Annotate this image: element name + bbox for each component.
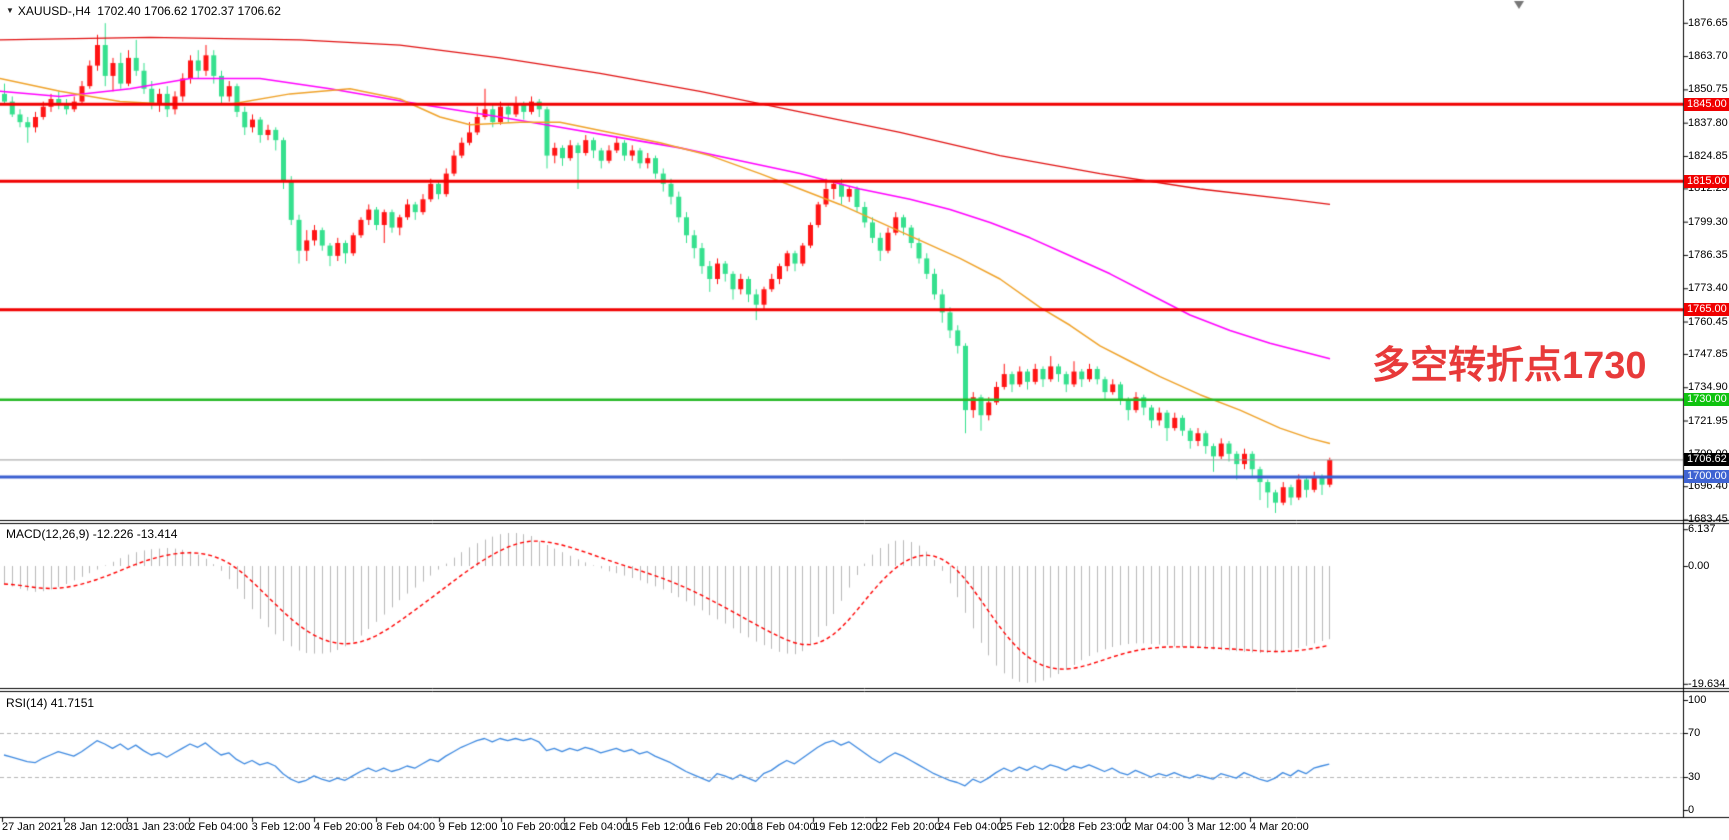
ohlc-open: 1702.40 xyxy=(97,4,141,18)
time-axis-label: 2 Mar 04:00 xyxy=(1125,821,1184,833)
price-axis-tick-label: 1863.70 xyxy=(1688,50,1728,63)
price-axis-tick-label: 1786.35 xyxy=(1688,248,1728,261)
price-level-badge: 1815.00 xyxy=(1684,174,1729,188)
macd-main-value: -12.226 xyxy=(92,527,134,541)
price-axis-tick-label: 1799.30 xyxy=(1688,215,1728,228)
time-axis-label: 4 Mar 20:00 xyxy=(1250,821,1309,833)
time-axis-label: 8 Feb 04:00 xyxy=(376,821,436,833)
time-axis-label: 18 Feb 04:00 xyxy=(750,821,816,833)
price-level-badge: 1845.00 xyxy=(1684,97,1729,111)
macd-axis-tick-label: 6.137 xyxy=(1688,523,1716,536)
time-axis-label: 24 Feb 04:00 xyxy=(938,821,1003,833)
rsi-indicator-name: RSI(14) xyxy=(6,696,48,710)
price-axis-tick-label: 1683.45 xyxy=(1688,513,1728,526)
time-axis-label: 31 Jan 23:00 xyxy=(126,821,191,833)
macd-signal-value: -13.414 xyxy=(136,527,178,541)
time-axis-label: 4 Feb 20:00 xyxy=(314,821,373,833)
macd-axis-tick-label: -19.634 xyxy=(1688,677,1726,690)
price-level-badge: 1765.00 xyxy=(1684,303,1729,317)
price-axis-tick-label: 1837.80 xyxy=(1688,116,1728,129)
rsi-axis-tick-label: 100 xyxy=(1688,694,1707,706)
time-axis-label: 28 Feb 23:00 xyxy=(1062,821,1128,833)
price-axis-tick-label: 1773.40 xyxy=(1688,282,1728,295)
price-axis-tick-label: 1747.85 xyxy=(1688,347,1728,360)
price-axis-tick-label: 1721.95 xyxy=(1688,414,1728,427)
price-level-badge: 1700.00 xyxy=(1684,470,1729,484)
macd-panel-label: MACD(12,26,9) -12.226 -13.414 xyxy=(6,527,177,541)
time-axis-label: 16 Feb 20:00 xyxy=(688,821,754,833)
price-axis-tick-label: 1760.45 xyxy=(1688,315,1728,328)
time-axis-label: 22 Feb 20:00 xyxy=(875,821,941,833)
time-axis-label: 25 Feb 12:00 xyxy=(1000,821,1066,833)
rsi-value: 41.7151 xyxy=(50,696,95,710)
time-axis-label: 27 Jan 2021 xyxy=(2,821,63,833)
time-axis-label: 2 Feb 04:00 xyxy=(189,821,248,833)
chart-menu-icon[interactable]: ▼ xyxy=(6,6,14,15)
rsi-axis-tick-label: 0 xyxy=(1688,804,1695,816)
price-axis-tick-label: 1850.75 xyxy=(1688,83,1728,96)
ohlc-low: 1702.37 xyxy=(190,4,235,18)
time-axis-label: 3 Mar 12:00 xyxy=(1187,821,1247,833)
price-axis-tick-label: 1734.90 xyxy=(1688,381,1728,394)
rsi-axis-tick-label: 70 xyxy=(1688,727,1701,739)
macd-indicator-name: MACD(12,26,9) xyxy=(6,527,90,541)
price-axis-tick-label: 1824.85 xyxy=(1688,149,1728,162)
symbol-timeframe: XAUUSD-,H4 xyxy=(17,4,91,18)
time-axis-label: 19 Feb 12:00 xyxy=(813,821,879,833)
rsi-panel-label: RSI(14) 41.7151 xyxy=(6,696,94,710)
price-axis-tick-label: 1876.65 xyxy=(1688,16,1728,29)
time-axis-label: 15 Feb 12:00 xyxy=(626,821,691,833)
chart-title: ▼ XAUUSD-,H4 1702.40 1706.62 1702.37 1706… xyxy=(6,4,281,18)
macd-axis-tick-label: 0.00 xyxy=(1688,560,1710,572)
ohlc-high: 1706.62 xyxy=(144,4,188,18)
ohlc-close: 1706.62 xyxy=(237,4,281,18)
time-axis-label: 28 Jan 12:00 xyxy=(64,821,129,833)
time-axis-label: 12 Feb 04:00 xyxy=(563,821,629,833)
price-level-badge: 1706.62 xyxy=(1684,453,1729,467)
time-axis-label: 3 Feb 12:00 xyxy=(251,821,311,833)
price-level-badge: 1730.00 xyxy=(1684,393,1729,407)
time-axis-label: 9 Feb 12:00 xyxy=(438,821,498,833)
rsi-axis-tick-label: 30 xyxy=(1688,771,1701,783)
time-axis-label: 10 Feb 20:00 xyxy=(501,821,567,833)
chinese-annotation-text: 多空转折点1730 xyxy=(1372,345,1647,387)
